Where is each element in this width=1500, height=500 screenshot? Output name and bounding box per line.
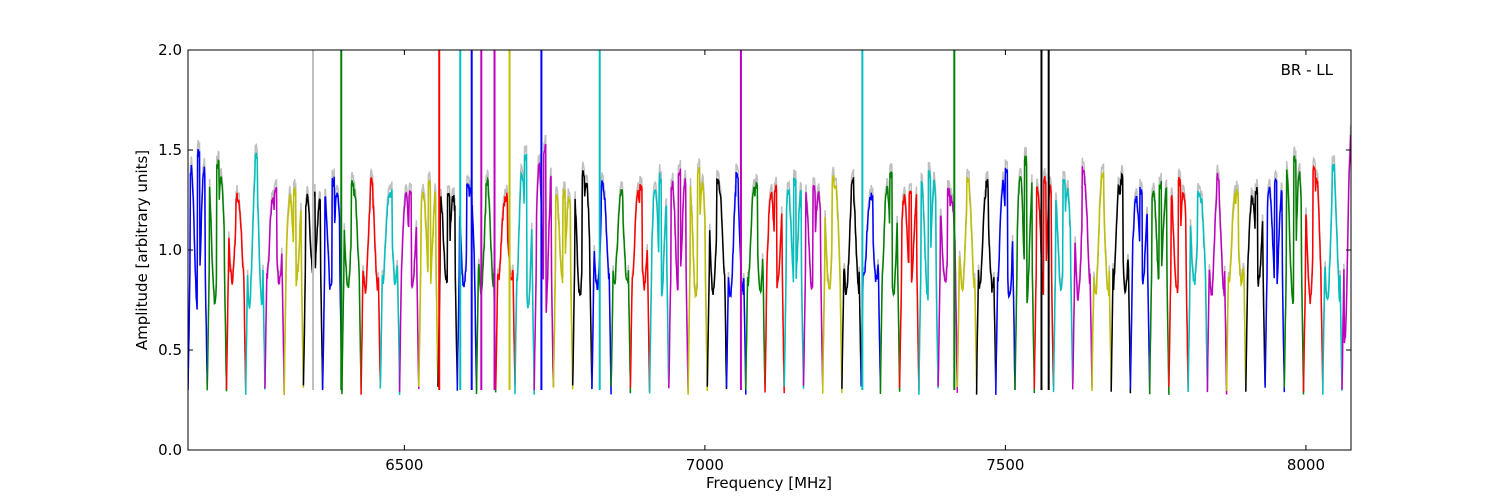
channel-trace-48 bbox=[1110, 172, 1132, 394]
background-trace-51 bbox=[1168, 168, 1189, 386]
channel-trace-25 bbox=[668, 168, 689, 391]
channel-trace-10 bbox=[379, 189, 401, 396]
channel-trace-5 bbox=[283, 186, 305, 395]
background-trace-50 bbox=[1148, 172, 1170, 394]
axis-ticks: 6500 7000 7500 8000 0.0 0.5 1.0 1.5 2.0 bbox=[158, 41, 1351, 474]
y-axis-label: Amplitude [arbitrary units] bbox=[133, 150, 151, 350]
background-trace-0 bbox=[188, 139, 208, 389]
channel-trace-16 bbox=[494, 192, 516, 389]
channel-trace-52 bbox=[1187, 190, 1209, 393]
background-trace-31 bbox=[783, 169, 805, 388]
background-trace-22 bbox=[610, 181, 632, 392]
y-tick-label: 1.5 bbox=[158, 141, 182, 159]
background-trace-13 bbox=[437, 185, 459, 387]
x-tick-label: 7000 bbox=[686, 456, 724, 474]
channel-trace-54 bbox=[1225, 188, 1247, 392]
channel-trace-23 bbox=[629, 183, 651, 393]
channel-trace-29 bbox=[745, 180, 766, 390]
channel-trace-20 bbox=[571, 170, 593, 388]
channel-trace-38 bbox=[918, 170, 939, 395]
channel-trace-58 bbox=[1302, 164, 1324, 392]
background-trace-41 bbox=[975, 170, 997, 394]
background-trace-56 bbox=[1264, 169, 1286, 391]
channel-trace-43 bbox=[1014, 155, 1036, 394]
channel-trace-28 bbox=[725, 171, 747, 395]
channel-trace-56 bbox=[1264, 177, 1286, 393]
channel-trace-50 bbox=[1148, 180, 1170, 395]
plot-background bbox=[188, 50, 1351, 450]
channel-trace-60 bbox=[1341, 104, 1351, 390]
channel-trace-1 bbox=[206, 159, 228, 392]
channel-trace-2 bbox=[225, 192, 247, 391]
channel-trace-31 bbox=[783, 177, 805, 389]
channel-trace-35 bbox=[860, 192, 882, 389]
y-tick-label: 0.5 bbox=[158, 341, 182, 359]
channel-trace-41 bbox=[975, 178, 997, 395]
channel-trace-22 bbox=[610, 188, 632, 394]
channel-trace-19 bbox=[552, 188, 574, 390]
y-tick-label: 2.0 bbox=[158, 41, 182, 59]
channel-trace-34 bbox=[841, 177, 862, 389]
x-tick-label: 7500 bbox=[986, 456, 1024, 474]
channel-trace-37 bbox=[898, 190, 920, 391]
channel-trace-17 bbox=[514, 153, 535, 395]
channel-trace-30 bbox=[764, 184, 785, 394]
channel-trace-4 bbox=[264, 186, 285, 395]
channel-trace-33 bbox=[821, 175, 843, 394]
spectrum-traces bbox=[188, 50, 1351, 396]
channel-trace-49 bbox=[1129, 186, 1151, 393]
channel-trace-21 bbox=[591, 180, 612, 395]
channel-trace-59 bbox=[1322, 163, 1343, 395]
channel-trace-40 bbox=[956, 176, 978, 388]
channel-trace-46 bbox=[1071, 166, 1093, 390]
channel-trace-15 bbox=[475, 176, 497, 395]
channel-trace-27 bbox=[706, 177, 728, 390]
y-tick-label: 0.0 bbox=[158, 441, 182, 459]
channel-trace-36 bbox=[879, 171, 901, 395]
channel-trace-7 bbox=[321, 176, 343, 392]
channel-trace-47 bbox=[1091, 171, 1112, 392]
background-trace-19 bbox=[552, 181, 574, 388]
channel-trace-45 bbox=[1052, 179, 1074, 393]
channel-trace-3 bbox=[244, 152, 266, 395]
channel-trace-57 bbox=[1283, 155, 1305, 395]
y-tick-label: 1.0 bbox=[158, 241, 182, 259]
background-trace-25 bbox=[668, 160, 689, 389]
x-axis-label: Frequency [MHz] bbox=[706, 474, 832, 492]
channel-trace-44 bbox=[1033, 176, 1055, 389]
channel-trace-9 bbox=[360, 176, 382, 395]
x-tick-label: 8000 bbox=[1287, 456, 1325, 474]
channel-trace-53 bbox=[1206, 172, 1228, 395]
channel-trace-24 bbox=[648, 172, 670, 394]
channel-trace-8 bbox=[341, 180, 362, 395]
channel-trace-13 bbox=[437, 192, 459, 389]
background-trace-12 bbox=[418, 171, 439, 385]
channel-trace-51 bbox=[1168, 176, 1189, 387]
channel-trace-55 bbox=[1245, 186, 1266, 392]
chart-annotation: BR - LL bbox=[1281, 61, 1334, 79]
background-trace-44 bbox=[1033, 167, 1055, 388]
x-tick-label: 6500 bbox=[385, 456, 423, 474]
channel-trace-0 bbox=[188, 148, 208, 391]
channel-trace-32 bbox=[802, 184, 824, 386]
channel-trace-11 bbox=[398, 190, 420, 392]
channel-trace-18 bbox=[533, 143, 555, 391]
channel-trace-42 bbox=[995, 167, 1016, 395]
channel-trace-26 bbox=[687, 166, 709, 395]
channel-trace-12 bbox=[418, 179, 439, 387]
